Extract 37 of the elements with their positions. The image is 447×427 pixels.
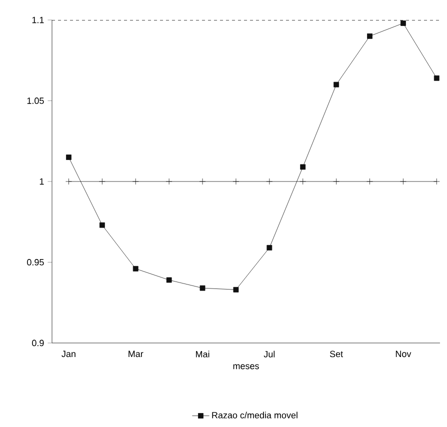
point bbox=[333, 178, 340, 185]
x-tick-label: Mai bbox=[196, 350, 210, 358]
point bbox=[232, 178, 240, 185]
point bbox=[132, 178, 139, 185]
point bbox=[266, 178, 273, 185]
point bbox=[266, 245, 272, 250]
point bbox=[366, 178, 373, 185]
point bbox=[434, 75, 440, 81]
point bbox=[367, 33, 372, 39]
point bbox=[300, 164, 306, 170]
x-tick-label: Set bbox=[330, 350, 343, 358]
point bbox=[99, 222, 105, 228]
point bbox=[132, 266, 138, 272]
x-tick-label: Jul bbox=[264, 350, 275, 358]
point bbox=[166, 277, 172, 283]
point bbox=[98, 178, 106, 185]
point bbox=[66, 154, 72, 160]
x-tick-label: Jan bbox=[62, 350, 76, 358]
x-axis-title: meses bbox=[233, 364, 259, 370]
point bbox=[300, 178, 306, 185]
point bbox=[433, 178, 440, 185]
y-tick-label: 0.95 bbox=[27, 259, 44, 266]
point bbox=[400, 20, 406, 26]
point bbox=[233, 286, 239, 292]
point bbox=[66, 178, 72, 185]
x-tick-label: Mar bbox=[128, 350, 144, 358]
legend-label: Razao c/media movel bbox=[212, 412, 298, 418]
x-tick-label: Nov bbox=[396, 350, 412, 358]
point bbox=[400, 178, 406, 185]
y-tick-label: 1 bbox=[40, 178, 44, 185]
point bbox=[166, 178, 172, 185]
y-tick-label: 1.05 bbox=[27, 98, 44, 104]
y-tick-label: 1.1 bbox=[32, 16, 44, 24]
point bbox=[200, 285, 206, 291]
y-tick-label: 0.9 bbox=[32, 340, 44, 346]
point bbox=[334, 82, 340, 88]
point bbox=[199, 178, 206, 185]
